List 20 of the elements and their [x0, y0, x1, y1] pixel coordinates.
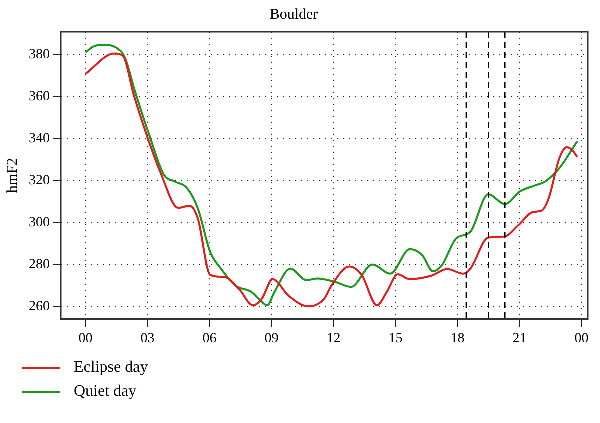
- x-tick-label: 03: [140, 331, 155, 346]
- y-tick-label: 260: [29, 299, 50, 314]
- y-tick-label: 320: [29, 174, 50, 189]
- chart-title: Boulder: [270, 6, 318, 23]
- x-tick-label: 09: [264, 331, 279, 346]
- x-tick-label: 18: [450, 331, 465, 346]
- y-axis-title: hmF2: [4, 158, 21, 194]
- x-tick-label: 00: [78, 331, 93, 346]
- legend-label: Quiet day: [74, 383, 137, 401]
- legend-label: Eclipse day: [74, 359, 148, 377]
- x-tick-label: 12: [326, 331, 341, 346]
- y-tick-label: 340: [29, 132, 50, 147]
- x-tick-label: 15: [388, 331, 403, 346]
- x-tick-label: 00: [574, 331, 589, 346]
- y-tick-label: 380: [29, 48, 50, 63]
- y-tick-label: 300: [29, 215, 50, 230]
- y-tick-label: 280: [29, 257, 50, 272]
- x-tick-label: 21: [512, 331, 527, 346]
- x-tick-label: 06: [202, 331, 217, 346]
- y-tick-label: 360: [29, 90, 50, 105]
